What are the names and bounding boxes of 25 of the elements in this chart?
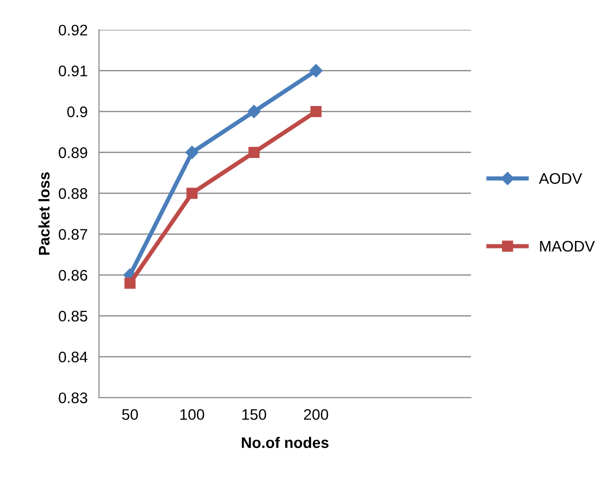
- y-tick-label: 0.83: [58, 392, 88, 404]
- y-tick-label: 0.91: [58, 66, 88, 76]
- y-tick-label: 0.92: [58, 24, 88, 36]
- point: [186, 188, 198, 199]
- x-tick-label: 150: [242, 409, 266, 420]
- point: [248, 146, 260, 158]
- y-tick-label: 0.84: [58, 352, 88, 362]
- point: [310, 106, 322, 118]
- x-axis-title: No.of nodes: [242, 436, 329, 448]
- point: [185, 146, 199, 159]
- y-tick-label: 0.85: [58, 310, 88, 322]
- y-tick-label: 0.87: [58, 229, 88, 240]
- y-tick-label: 0.9: [67, 106, 88, 118]
- point: [247, 104, 261, 118]
- y-tick-label: 0.88: [58, 188, 88, 199]
- y-tick-label: 0.86: [58, 270, 88, 281]
- y-axis-title: Packet loss: [38, 172, 50, 255]
- point: [309, 64, 323, 78]
- legend-label: MAODV: [540, 240, 595, 252]
- x-tick-label: 100: [180, 409, 204, 420]
- x-tick-label: 200: [304, 409, 328, 420]
- legend-label: AODV: [538, 173, 582, 184]
- x-tick-label: 50: [122, 409, 138, 420]
- y-tick-label: 0.89: [58, 147, 88, 158]
- point: [124, 278, 136, 289]
